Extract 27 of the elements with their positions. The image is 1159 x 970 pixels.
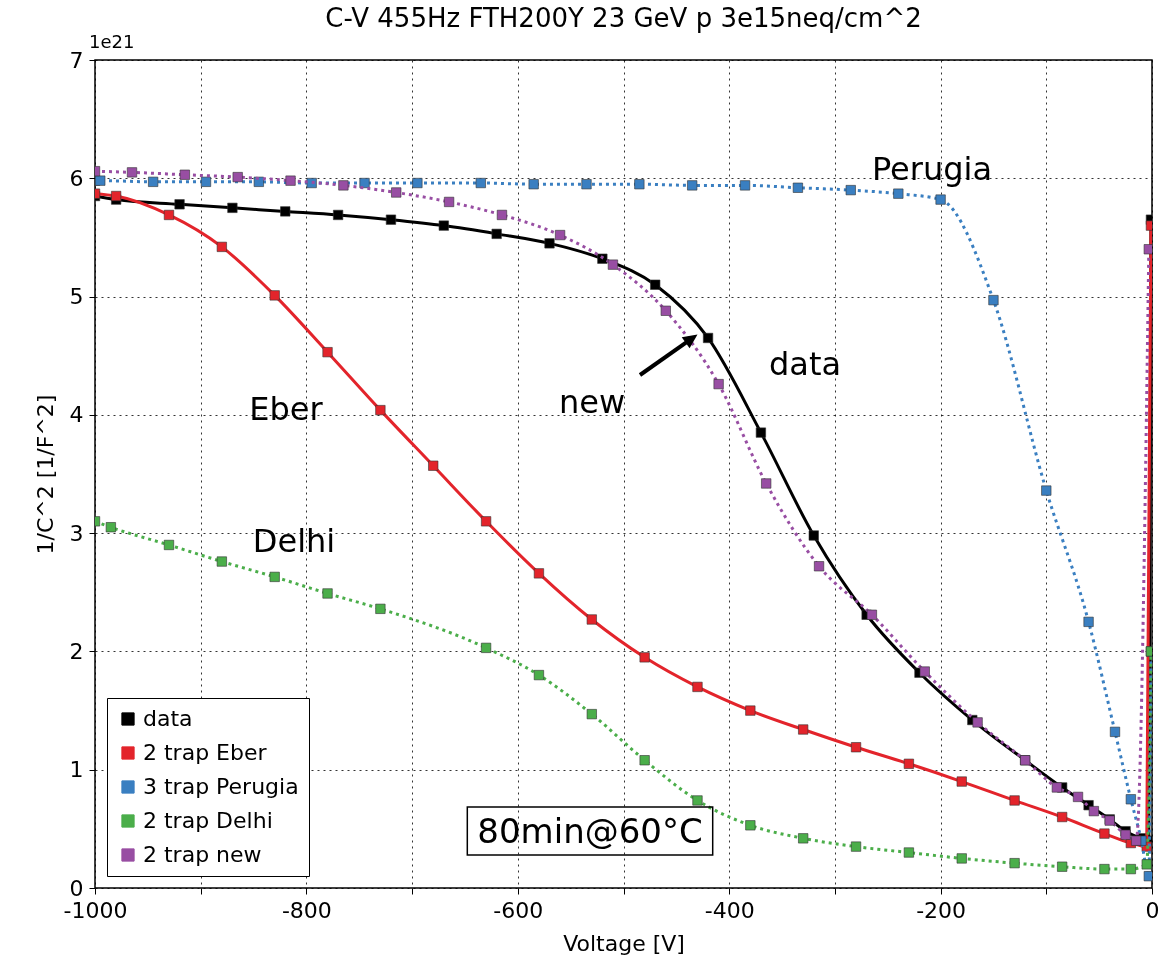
annotation: new <box>558 383 626 421</box>
y-tick-label: 7 <box>69 47 84 73</box>
legend-label: 2 trap Delhi <box>143 808 273 833</box>
y-tick-label: 3 <box>69 520 84 546</box>
x-tick-label: 0 <box>1145 897 1159 923</box>
legend-label: 2 trap new <box>143 842 262 867</box>
annotation: data <box>768 345 842 383</box>
annotation: Delhi <box>252 522 336 560</box>
x-tick-label: -400 <box>704 897 755 923</box>
x-axis-title: Voltage [V] <box>563 930 685 956</box>
legend-label: 2 trap Eber <box>143 740 268 765</box>
y-tick-label: 6 <box>69 165 84 191</box>
x-tick-label: -600 <box>493 897 544 923</box>
annotation: Eber <box>249 390 324 428</box>
y-tick-label: 5 <box>69 284 84 310</box>
x-tick-label: -800 <box>281 897 332 923</box>
chart-title: C-V 455Hz FTH200Y 23 GeV p 3e15neq/cm^2 <box>325 3 922 33</box>
y-tick-label: 1 <box>69 757 84 783</box>
annotation: 80min@60°C <box>477 811 703 851</box>
text: 1e21 <box>89 31 135 52</box>
y-tick-label: 4 <box>69 402 84 428</box>
annotation: Perugia <box>871 150 993 188</box>
legend-label: 3 trap Perugia <box>143 774 299 799</box>
legend-label: data <box>143 706 193 731</box>
y-axis-title: 1/C^2 [1/F^2] <box>32 394 58 555</box>
x-tick-label: -200 <box>916 897 967 923</box>
y-tick-label: 2 <box>69 638 84 664</box>
